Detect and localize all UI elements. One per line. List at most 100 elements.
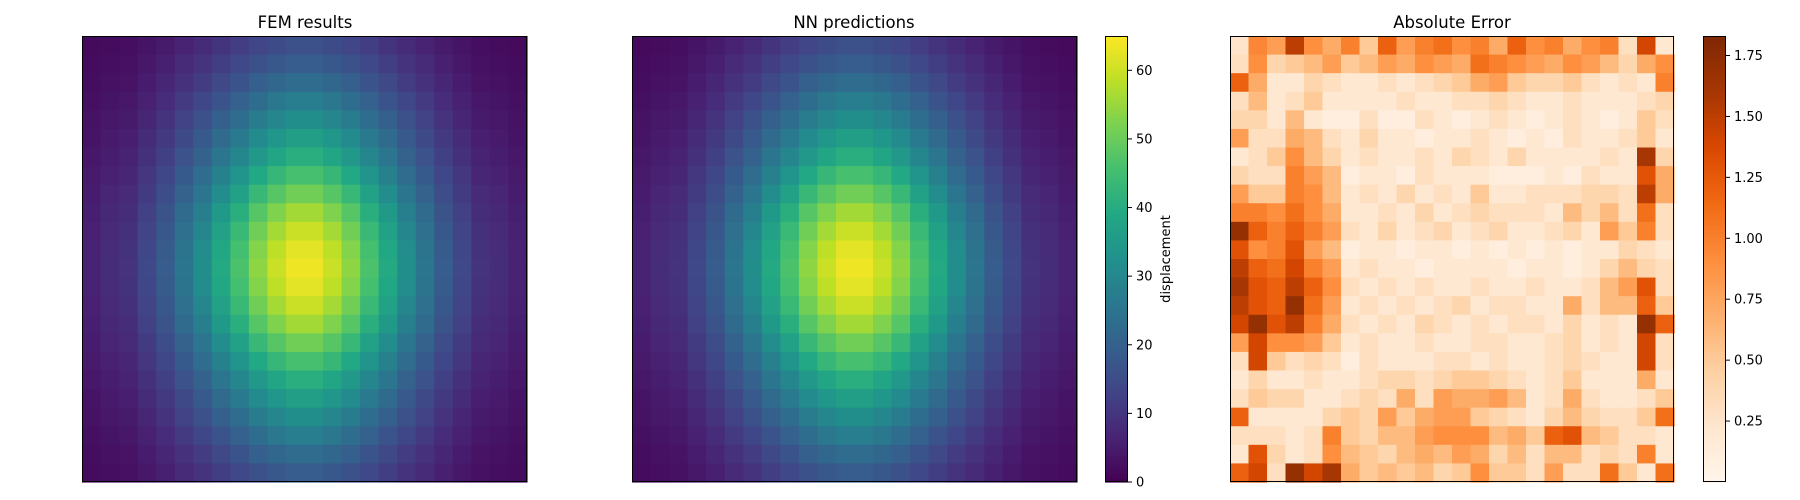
heatmap-cell [471, 277, 491, 297]
heatmap-cell [230, 463, 250, 483]
heatmap-cell [761, 370, 781, 390]
heatmap-cell [780, 333, 800, 353]
nn-predictions-title: NN predictions [793, 13, 914, 32]
heatmap-cell [706, 166, 726, 186]
heatmap-cell [669, 351, 689, 372]
heatmap-cell [341, 351, 361, 372]
heatmap-cell [471, 184, 491, 204]
heatmap-cell [965, 370, 985, 390]
heatmap-cell [1600, 314, 1620, 334]
heatmap-cell [1248, 36, 1268, 56]
heatmap-cell [174, 407, 194, 427]
heatmap-cell [397, 259, 417, 279]
heatmap-cell [761, 277, 781, 297]
heatmap-cell [1637, 166, 1657, 186]
heatmap-cell [230, 351, 250, 372]
heatmap-cell [928, 296, 948, 316]
heatmap-cell [1433, 407, 1453, 427]
heatmap-cell [174, 166, 194, 186]
colorbar-segment [1703, 121, 1726, 126]
heatmap-cell [434, 166, 454, 186]
heatmap-cell [1304, 407, 1324, 427]
heatmap-cell [1341, 221, 1361, 242]
heatmap-cell [1581, 221, 1601, 242]
heatmap-cell [230, 296, 250, 316]
heatmap-cell [1655, 91, 1675, 111]
heatmap-cell [1600, 389, 1620, 409]
heatmap-cell [285, 296, 306, 316]
heatmap-cell [341, 463, 361, 483]
heatmap-cell [341, 296, 361, 316]
heatmap-cell [471, 370, 491, 390]
colorbar-segment [1703, 143, 1726, 149]
heatmap-cell [100, 166, 120, 186]
heatmap-cell [910, 370, 930, 390]
heatmap-cell [1618, 240, 1638, 260]
heatmap-cell [1470, 54, 1490, 74]
heatmap-cell [1452, 314, 1472, 334]
colorbar-segment [1703, 325, 1726, 331]
heatmap-cell [82, 166, 102, 186]
heatmap-cell [928, 184, 948, 204]
colorbar-segment [1105, 158, 1128, 163]
heatmap-cell [854, 314, 874, 334]
heatmap-cell [854, 463, 874, 483]
heatmap-cell [341, 333, 361, 353]
heatmap-cell [1507, 333, 1527, 353]
heatmap-cell [1526, 203, 1546, 223]
colorbar-segment [1105, 136, 1128, 141]
heatmap-cell [489, 370, 510, 390]
heatmap-cell [1637, 389, 1657, 409]
heatmap-cell [248, 36, 269, 56]
heatmap-cell [1322, 277, 1342, 297]
heatmap-cell [211, 389, 231, 409]
heatmap-cell [1563, 221, 1583, 242]
heatmap-cell [360, 54, 380, 74]
heatmap-cell [137, 259, 157, 279]
heatmap-cell [360, 203, 380, 223]
heatmap-cell [1655, 444, 1675, 465]
heatmap-cell [1341, 333, 1361, 353]
heatmap-cell [1470, 73, 1490, 93]
displacement-colorbar-frame [1105, 36, 1128, 482]
heatmap-cell [1563, 240, 1583, 260]
heatmap-cell [1600, 259, 1620, 279]
colorbar-segment [1703, 277, 1726, 282]
heatmap-cell [1433, 203, 1453, 223]
heatmap-cell [211, 463, 231, 483]
heatmap-cell [706, 184, 726, 204]
heatmap-cell [947, 370, 967, 390]
heatmap-cell [1039, 296, 1060, 316]
heatmap-cell [1002, 128, 1022, 149]
heatmap-cell [1581, 166, 1601, 186]
heatmap-cell [1489, 426, 1509, 446]
heatmap-cell [119, 110, 139, 130]
heatmap-cell [285, 91, 306, 111]
colorbar-segment [1703, 203, 1726, 208]
colorbar-segment [1105, 296, 1128, 301]
heatmap-cell [984, 128, 1004, 149]
heatmap-cell [687, 314, 707, 334]
heatmap-cell [1039, 351, 1060, 372]
heatmap-cell [1058, 277, 1078, 297]
heatmap-cell [928, 110, 948, 130]
heatmap-cell [1021, 333, 1041, 353]
heatmap-cell [873, 351, 893, 372]
heatmap-cell [798, 203, 819, 223]
heatmap-cell [360, 240, 380, 260]
heatmap-cell [706, 110, 726, 130]
heatmap-cell [1267, 351, 1287, 372]
heatmap-cell [835, 389, 856, 409]
heatmap-cell [230, 203, 250, 223]
heatmap-cell [1058, 351, 1078, 372]
colorbar-segment [1703, 110, 1726, 115]
heatmap-cell [230, 240, 250, 260]
heatmap-cell [82, 221, 102, 242]
heatmap-cell [1396, 221, 1416, 242]
heatmap-cell [378, 203, 398, 223]
heatmap-cell [471, 73, 491, 93]
heatmap-cell [1002, 444, 1022, 465]
heatmap-cell [1341, 463, 1361, 483]
heatmap-cell [761, 259, 781, 279]
colorbar-segment [1105, 281, 1128, 286]
